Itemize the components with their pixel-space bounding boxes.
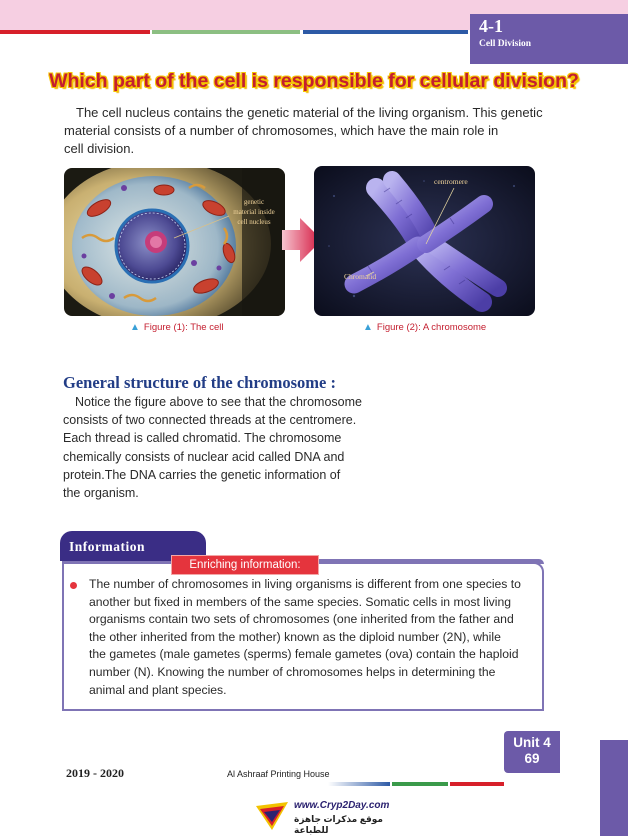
footer-stripes: [328, 773, 504, 786]
triangle-up-icon: ▲: [363, 322, 373, 333]
footer-printer: Al Ashraaf Printing House: [227, 769, 330, 779]
figure-caption-text: Figure (2): A chromosome: [376, 322, 487, 333]
figure-caption: ▲ Figure (2): A chromosome: [363, 322, 486, 333]
information-line: another but fixed in members of the same…: [89, 594, 512, 609]
cell-label-line: material inside: [233, 208, 274, 216]
footer-year: 2019 - 2020: [66, 766, 124, 780]
unit-label: Unit 4: [513, 735, 551, 750]
section-paragraph: Notice the figure above to see that the …: [63, 393, 393, 502]
red-dot-icon: [70, 582, 77, 589]
information-tab-label: Information: [69, 539, 145, 554]
cell-label-leader: [173, 215, 230, 239]
section-line: protein.The DNA carries the genetic info…: [63, 467, 341, 482]
enriching-information-label: Enriching information:: [172, 556, 318, 574]
watermark-url[interactable]: www.Cryp2Day.com: [294, 800, 390, 811]
watermark-logo-icon: [256, 802, 288, 830]
section-line: consists of two connected threads at the…: [63, 413, 357, 428]
cell-figure: genetic material inside cell nucleus: [64, 168, 285, 316]
header-stripe-red: [0, 30, 150, 34]
unit-tab: Unit 4 69: [504, 731, 560, 773]
page-number: 69: [524, 751, 540, 766]
intro-paragraph: The cell nucleus contains the genetic ma…: [64, 104, 543, 158]
watermark-tagline: موقع مذكرات جاهزة للطباعة: [294, 814, 384, 835]
intro-line: The cell nucleus contains the genetic ma…: [76, 105, 543, 120]
header-stripe-blue: [303, 30, 468, 34]
intro-line: material consists of a number of chromos…: [64, 123, 499, 138]
information-line: the other inherited from the mother) kno…: [89, 629, 501, 644]
side-bar: [600, 740, 628, 836]
centromere-leader: [425, 187, 455, 245]
information-text: The number of chromosomes in living orga…: [89, 576, 534, 699]
cell-illustration: genetic material inside cell nucleus: [64, 168, 285, 316]
information-line: The number of chromosomes in living orga…: [89, 577, 521, 591]
lesson-title: Cell Division: [479, 39, 531, 49]
information-line: animal and plant species.: [89, 682, 227, 697]
information-box: [62, 562, 544, 711]
page-title: Which part of the cell is responsible fo…: [49, 70, 579, 92]
cell-label-line: genetic: [244, 198, 264, 206]
figure-caption-text: Figure (1): The cell: [143, 322, 224, 333]
section-title: General structure of the chromosome :: [63, 373, 336, 392]
chromatid-label: Chromatid: [344, 272, 376, 281]
cell-label-line: cell nucleus: [237, 218, 271, 226]
intro-line: cell division.: [64, 141, 135, 156]
information-line: organisms contain two sets of chromosome…: [89, 612, 514, 627]
section-line: Notice the figure above to see that the …: [75, 395, 362, 409]
section-line: the organism.: [63, 486, 139, 501]
chromatid-leader: [365, 271, 375, 277]
information-line: number (N). Knowing the number of chromo…: [89, 664, 496, 679]
watermark[interactable]: www.Cryp2Day.com موقع مذكرات جاهزة للطبا…: [254, 800, 396, 836]
lesson-number: 4-1: [479, 16, 503, 36]
chromosome-illustration: centromere Chromatid: [314, 166, 535, 316]
centromere-label: centromere: [434, 177, 468, 186]
header-stripe-green: [152, 30, 300, 34]
information-line: the gametes (male gametes (sperms) femal…: [89, 647, 519, 662]
chromosome-figure: centromere Chromatid: [314, 166, 535, 316]
figure-caption: ▲ Figure (1): The cell: [130, 322, 223, 333]
section-line: Each thread is called chromatid. The chr…: [63, 431, 342, 446]
triangle-up-icon: ▲: [130, 322, 140, 333]
right-arrow-icon: [282, 216, 322, 264]
section-line: chemically consists of nuclear acid call…: [63, 449, 345, 464]
lesson-tab: 4-1 Cell Division: [470, 14, 628, 64]
